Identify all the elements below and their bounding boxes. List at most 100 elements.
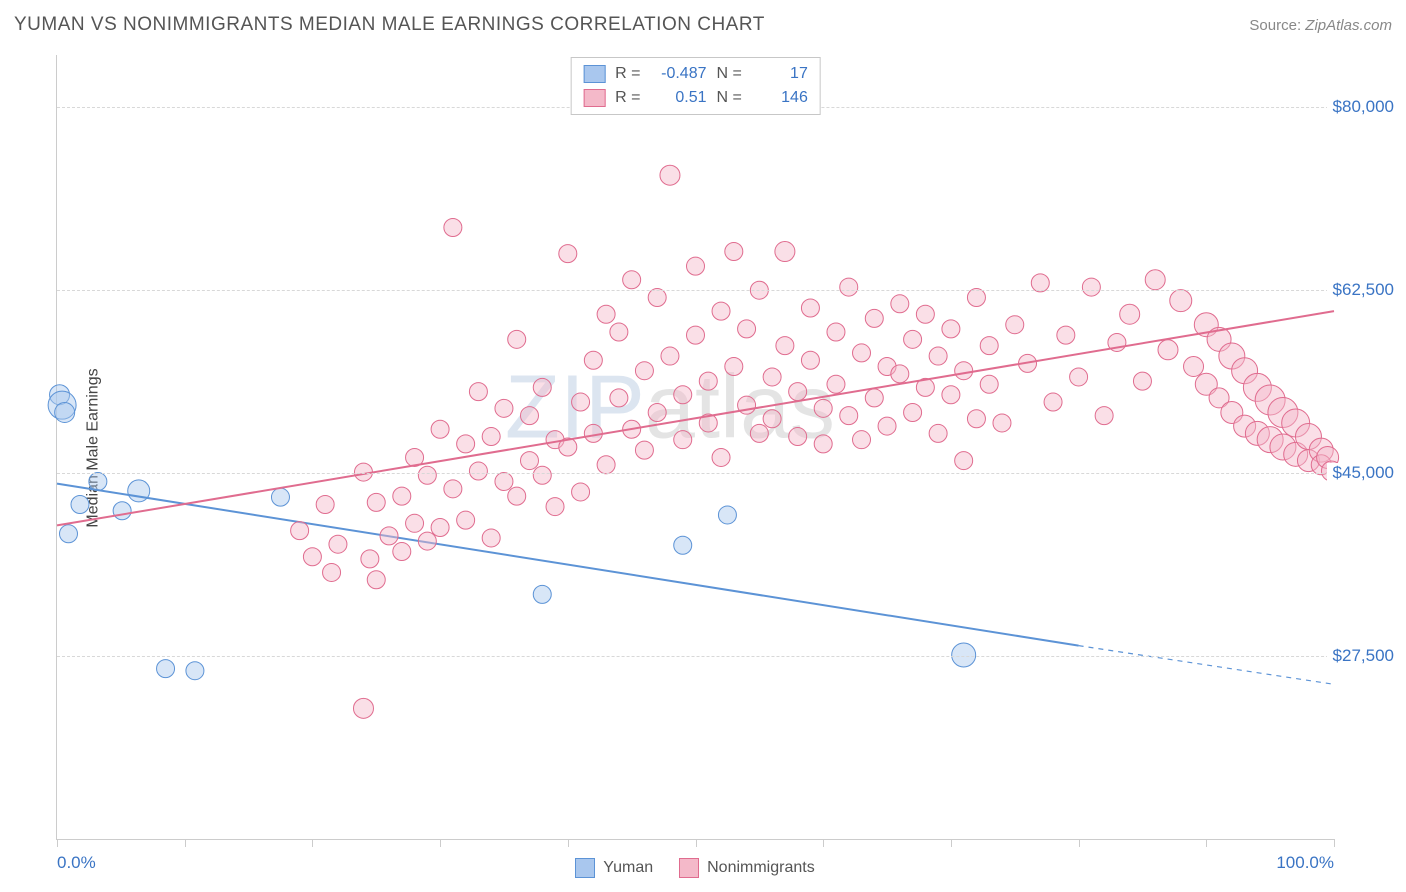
data-point [431,420,449,438]
data-point [418,532,436,550]
x-tick [440,839,441,847]
data-point [687,257,705,275]
data-point [71,495,89,513]
legend-item-yuman: Yuman [575,858,653,878]
n-label: N = [717,62,742,86]
data-point [942,320,960,338]
source-value: ZipAtlas.com [1305,17,1392,34]
data-point [1145,270,1165,290]
data-point [572,393,590,411]
data-point [840,278,858,296]
data-point [55,403,75,423]
x-tick [951,839,952,847]
data-point [865,309,883,327]
data-point [406,514,424,532]
data-point [623,271,641,289]
x-tick [57,839,58,847]
data-point [418,466,436,484]
data-point [584,351,602,369]
gridline [57,656,1394,657]
data-point [59,525,77,543]
data-point [725,243,743,261]
data-point [329,535,347,553]
n-value-nonimmigrants: 146 [752,86,808,110]
data-point [1044,393,1062,411]
data-point [1006,316,1024,334]
data-point [904,404,922,422]
data-point [533,466,551,484]
legend-label-yuman: Yuman [603,859,653,877]
data-point [610,389,628,407]
trend-line-extrapolated [1079,646,1334,685]
n-label: N = [717,86,742,110]
data-point [469,462,487,480]
data-point [878,417,896,435]
data-point [853,431,871,449]
legend-label-nonimmigrants: Nonimmigrants [707,859,815,877]
legend-swatch-yuman [575,858,595,878]
data-point [952,643,976,667]
data-point [303,548,321,566]
data-point [393,543,411,561]
data-point [904,330,922,348]
data-point [776,337,794,355]
data-point [157,660,175,678]
data-point [1031,274,1049,292]
x-tick [1079,839,1080,847]
plot-region: ZIPatlas R = -0.487 N = 17 R = 0.51 N = … [56,55,1334,840]
data-point [1095,407,1113,425]
trend-line [57,484,1079,646]
x-tick [568,839,569,847]
data-point [495,399,513,417]
data-point [597,456,615,474]
data-point [891,295,909,313]
legend-item-nonimmigrants: Nonimmigrants [679,858,815,878]
data-point [1170,290,1192,312]
data-point [980,337,998,355]
data-point [712,302,730,320]
data-point [271,488,289,506]
data-point [291,522,309,540]
data-point [635,362,653,380]
data-point [674,431,692,449]
legend: Yuman Nonimmigrants [56,858,1334,878]
swatch-nonimmigrants [583,89,605,107]
data-point [635,441,653,459]
data-point [789,383,807,401]
legend-swatch-nonimmigrants [679,858,699,878]
swatch-yuman [583,65,605,83]
n-value-yuman: 17 [752,62,808,86]
data-point [891,365,909,383]
data-point [929,424,947,442]
data-point [533,378,551,396]
data-point [444,480,462,498]
data-point [1158,340,1178,360]
x-tick [1206,839,1207,847]
data-point [718,506,736,524]
data-point [469,383,487,401]
data-point [431,518,449,536]
data-point [661,347,679,365]
data-point [916,305,934,323]
data-point [1133,372,1151,390]
source-label: Source: [1249,17,1305,34]
data-point [674,386,692,404]
data-point [750,424,768,442]
data-point [367,493,385,511]
data-point [674,536,692,554]
data-point [495,472,513,490]
data-point [457,511,475,529]
data-point [967,289,985,307]
data-point [738,320,756,338]
data-point [955,362,973,380]
data-point [1070,368,1088,386]
gridline [57,290,1394,291]
x-tick [1334,839,1335,847]
data-point [1184,357,1204,377]
r-value-yuman: -0.487 [651,62,707,86]
source-attribution: Source: ZipAtlas.com [1249,17,1392,34]
chart-header: YUMAN VS NONIMMIGRANTS MEDIAN MALE EARNI… [14,14,1392,36]
data-point [660,165,680,185]
data-point [323,563,341,581]
data-point [361,550,379,568]
